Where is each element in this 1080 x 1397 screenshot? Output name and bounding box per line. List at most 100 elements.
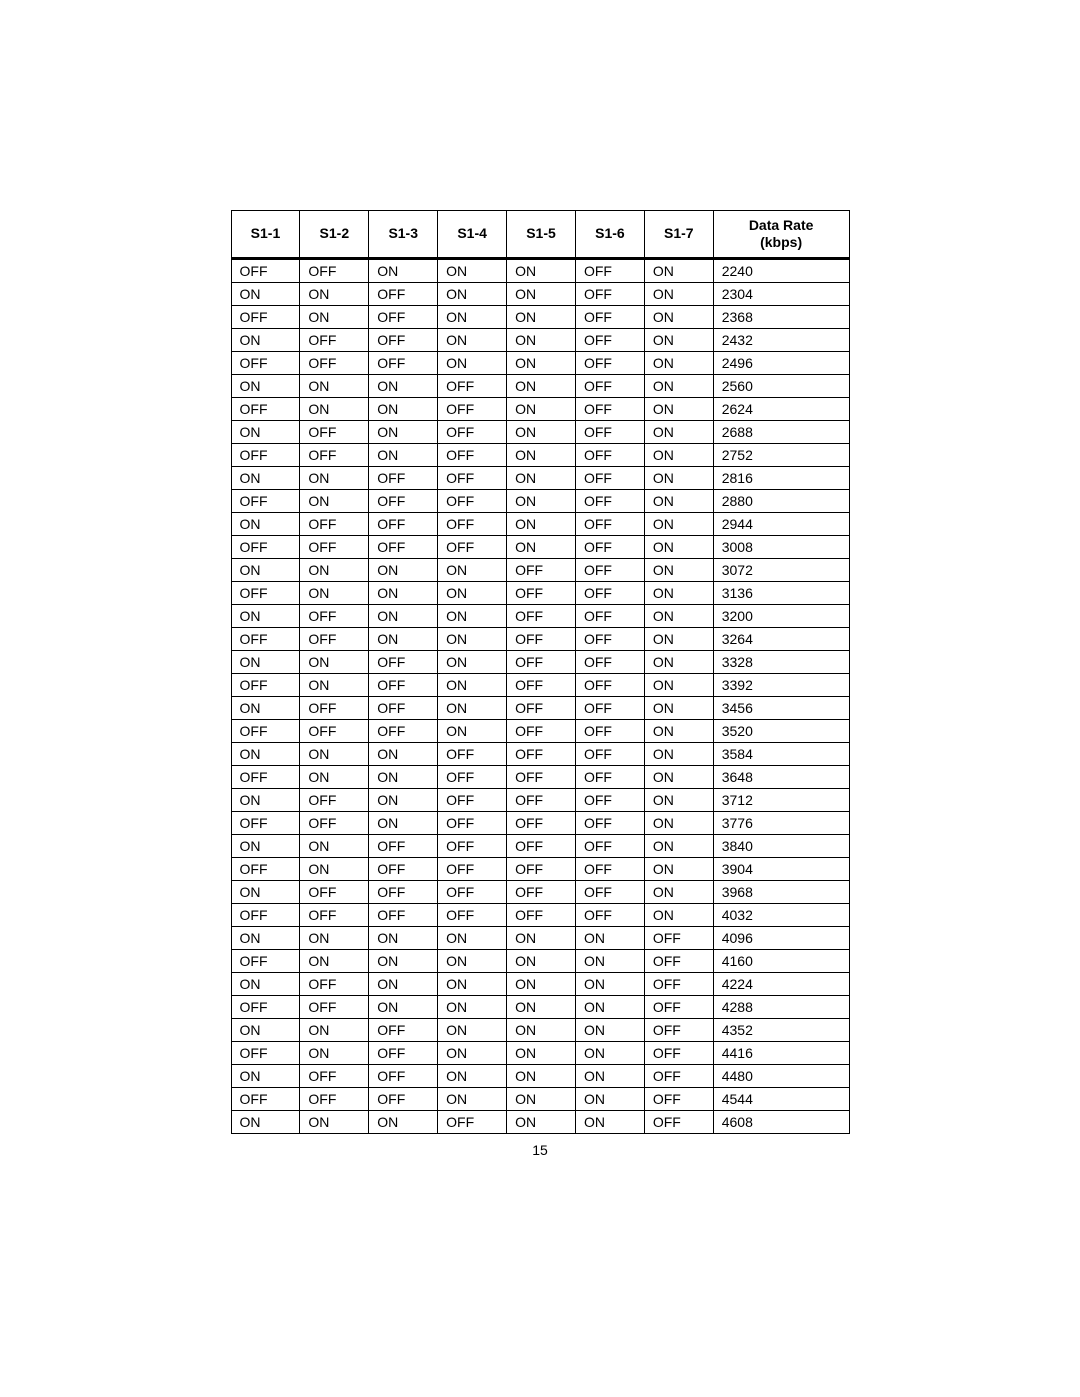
table-cell: 2688	[713, 420, 849, 443]
table-cell: OFF	[438, 512, 507, 535]
table-cell: OFF	[231, 535, 300, 558]
table-cell: ON	[231, 466, 300, 489]
table-cell: 3520	[713, 719, 849, 742]
table-cell: ON	[231, 926, 300, 949]
table-cell: OFF	[575, 512, 644, 535]
table-row: OFFOFFOFFOFFONOFFON3008	[231, 535, 849, 558]
table-cell: ON	[507, 926, 576, 949]
table-cell: ON	[231, 650, 300, 673]
table-cell: 4096	[713, 926, 849, 949]
table-cell: OFF	[575, 397, 644, 420]
table-row: ONOFFOFFOFFONOFFON2944	[231, 512, 849, 535]
table-cell: 2880	[713, 489, 849, 512]
table-cell: 2496	[713, 351, 849, 374]
table-cell: ON	[369, 811, 438, 834]
table-cell: 4416	[713, 1041, 849, 1064]
table-cell: OFF	[507, 604, 576, 627]
table-cell: ON	[369, 949, 438, 972]
table-cell: OFF	[300, 788, 369, 811]
table-cell: OFF	[300, 880, 369, 903]
table-cell: 3200	[713, 604, 849, 627]
table-cell: ON	[300, 765, 369, 788]
table-cell: OFF	[300, 1087, 369, 1110]
table-cell: ON	[300, 282, 369, 305]
table-cell: ON	[300, 673, 369, 696]
table-cell: ON	[369, 627, 438, 650]
table-cell: ON	[369, 443, 438, 466]
table-cell: ON	[300, 857, 369, 880]
table-cell: OFF	[507, 696, 576, 719]
table-cell: ON	[438, 926, 507, 949]
table-cell: OFF	[231, 673, 300, 696]
header-s1-7: S1-7	[644, 211, 713, 259]
table-cell: ON	[300, 558, 369, 581]
table-cell: OFF	[438, 811, 507, 834]
table-cell: ON	[231, 742, 300, 765]
table-cell: OFF	[575, 742, 644, 765]
table-cell: 3648	[713, 765, 849, 788]
table-cell: OFF	[438, 1110, 507, 1133]
table-cell: 4160	[713, 949, 849, 972]
table-cell: ON	[300, 742, 369, 765]
table-cell: ON	[644, 673, 713, 696]
table-cell: OFF	[300, 535, 369, 558]
table-cell: ON	[644, 558, 713, 581]
table-row: OFFOFFOFFONONOFFON2496	[231, 351, 849, 374]
table-cell: ON	[369, 742, 438, 765]
table-cell: OFF	[300, 811, 369, 834]
table-cell: ON	[644, 650, 713, 673]
table-cell: OFF	[644, 1041, 713, 1064]
table-cell: OFF	[438, 857, 507, 880]
table-cell: OFF	[231, 489, 300, 512]
table-cell: ON	[644, 466, 713, 489]
table-row: ONONOFFOFFONOFFON2816	[231, 466, 849, 489]
table-row: ONONONONONONOFF4096	[231, 926, 849, 949]
table-cell: ON	[507, 489, 576, 512]
table-cell: 2368	[713, 305, 849, 328]
table-cell: OFF	[300, 443, 369, 466]
table-cell: OFF	[231, 903, 300, 926]
table-cell: OFF	[575, 857, 644, 880]
table-cell: 3840	[713, 834, 849, 857]
table-cell: ON	[575, 1018, 644, 1041]
table-cell: OFF	[575, 765, 644, 788]
table-cell: ON	[507, 351, 576, 374]
table-cell: ON	[575, 1110, 644, 1133]
table-cell: OFF	[575, 328, 644, 351]
table-cell: OFF	[575, 788, 644, 811]
table-row: OFFONOFFOFFOFFOFFON3904	[231, 857, 849, 880]
table-row: ONONOFFOFFOFFOFFON3840	[231, 834, 849, 857]
table-cell: ON	[231, 282, 300, 305]
table-cell: OFF	[438, 903, 507, 926]
table-cell: ON	[231, 696, 300, 719]
table-cell: OFF	[575, 673, 644, 696]
table-cell: OFF	[575, 811, 644, 834]
table-cell: OFF	[575, 443, 644, 466]
table-cell: OFF	[575, 535, 644, 558]
table-cell: ON	[300, 374, 369, 397]
table-cell: ON	[369, 420, 438, 443]
table-cell: ON	[438, 282, 507, 305]
table-row: OFFONONOFFOFFOFFON3648	[231, 765, 849, 788]
table-cell: OFF	[369, 719, 438, 742]
table-cell: OFF	[507, 742, 576, 765]
page-number: 15	[532, 1142, 548, 1158]
table-cell: ON	[507, 466, 576, 489]
header-s1-1: S1-1	[231, 211, 300, 259]
table-cell: ON	[438, 627, 507, 650]
table-body: OFFOFFONONONOFFON2240ONONOFFONONOFFON230…	[231, 258, 849, 1133]
table-cell: 3136	[713, 581, 849, 604]
table-cell: ON	[644, 765, 713, 788]
header-s1-5: S1-5	[507, 211, 576, 259]
table-cell: OFF	[369, 673, 438, 696]
table-cell: ON	[300, 1110, 369, 1133]
table-row: ONOFFOFFOFFOFFOFFON3968	[231, 880, 849, 903]
table-cell: OFF	[300, 258, 369, 282]
table-cell: OFF	[369, 535, 438, 558]
table-cell: ON	[438, 328, 507, 351]
table-row: OFFONONONONONOFF4160	[231, 949, 849, 972]
table-cell: ON	[507, 397, 576, 420]
table-cell: 3456	[713, 696, 849, 719]
table-cell: ON	[231, 1018, 300, 1041]
table-cell: OFF	[231, 811, 300, 834]
